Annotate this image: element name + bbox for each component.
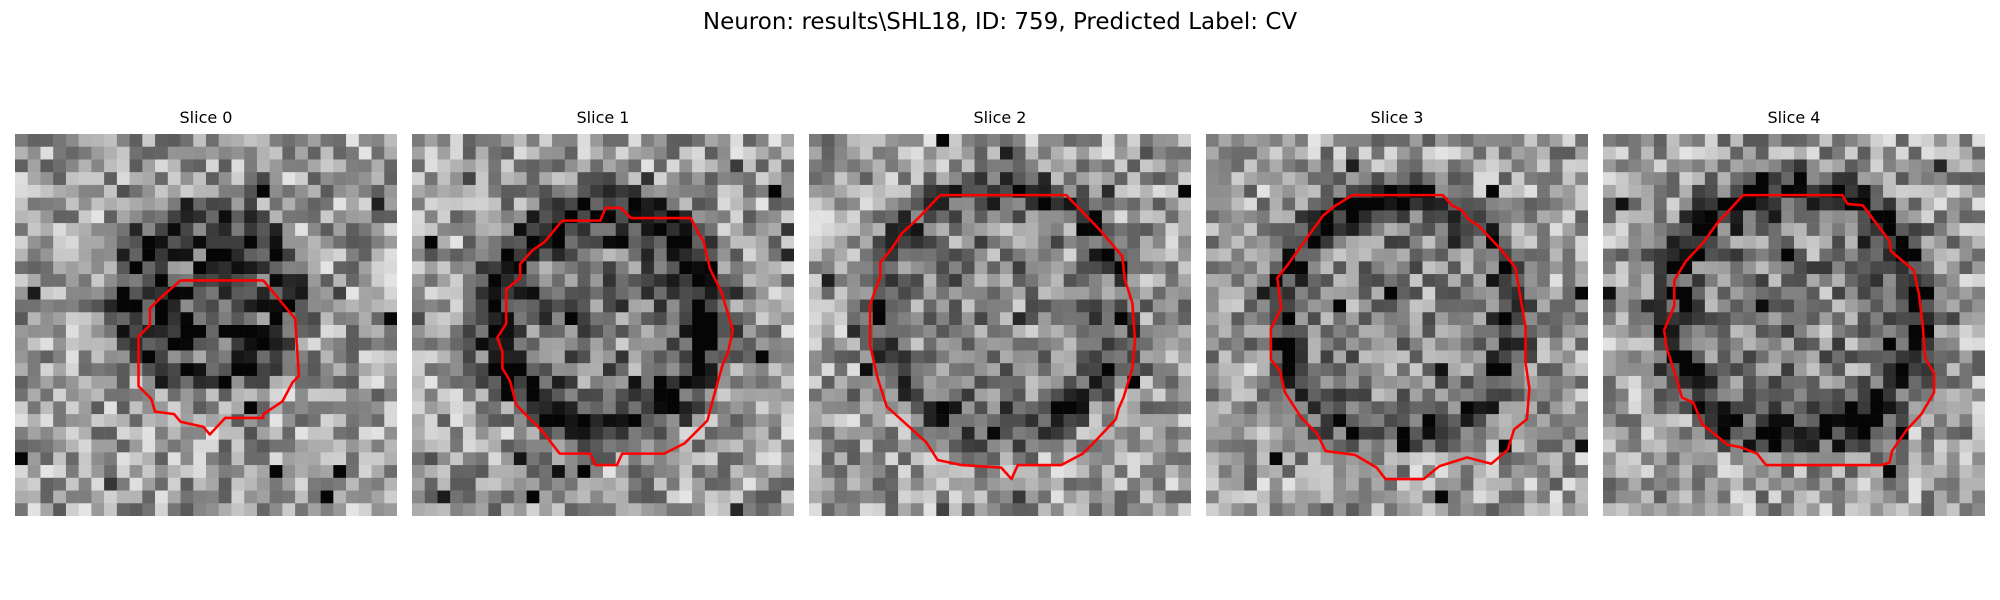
- slice-title: Slice 2: [973, 108, 1027, 127]
- slice-image: [15, 134, 397, 516]
- slice-image: [809, 134, 1191, 516]
- slice-title: Slice 0: [179, 108, 233, 127]
- pixel-grid: [15, 134, 397, 516]
- slice-panel-3: Slice 3: [1206, 108, 1588, 518]
- red-contour-outline: [496, 206, 735, 467]
- slice-title: Slice 3: [1370, 108, 1424, 127]
- slice-title: Slice 4: [1767, 108, 1821, 127]
- slice-image: [1206, 134, 1588, 516]
- slice-panel-1: Slice 1: [412, 108, 794, 518]
- red-contour-outline: [868, 193, 1137, 481]
- red-contour-outline: [1662, 193, 1936, 467]
- red-contour-outline: [137, 279, 301, 436]
- pixel-grid: [1603, 134, 1985, 516]
- slice-image: [412, 134, 794, 516]
- figure-title: Neuron: results\SHL18, ID: 759, Predicte…: [702, 9, 1298, 35]
- slice-title: Slice 1: [576, 108, 630, 127]
- slice-image: [1603, 134, 1985, 516]
- red-contour-outline: [1269, 193, 1531, 481]
- pixel-grid: [412, 134, 794, 516]
- slice-panel-0: Slice 0: [15, 108, 397, 518]
- pixel-grid: [1206, 134, 1588, 516]
- slice-panel-4: Slice 4: [1603, 108, 1985, 518]
- slice-panel-2: Slice 2: [809, 108, 1191, 518]
